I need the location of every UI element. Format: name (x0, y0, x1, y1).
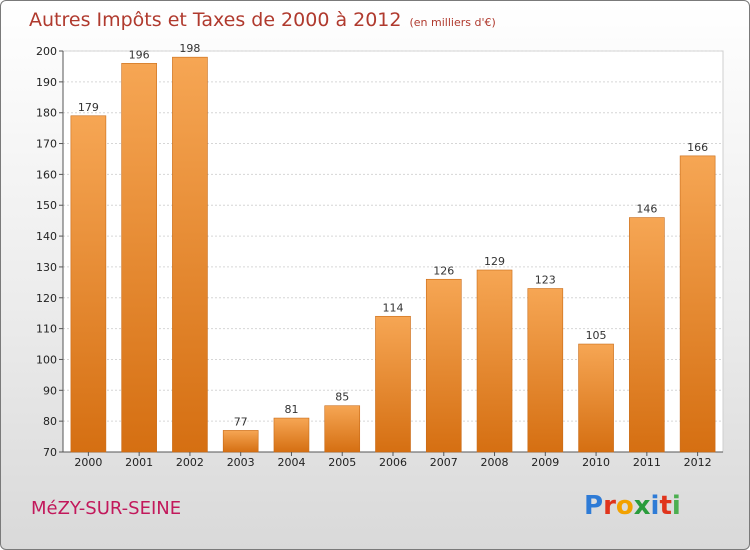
bar (629, 217, 665, 453)
x-tick-label: 2005 (328, 456, 356, 469)
bar-value-label: 77 (234, 415, 248, 428)
logo-letter: t (659, 491, 672, 521)
y-tick-label: 150 (36, 199, 57, 212)
y-tick-label: 70 (43, 446, 57, 459)
bar-value-label: 114 (383, 301, 404, 314)
bar-value-label: 146 (636, 203, 657, 216)
y-tick-label: 110 (36, 323, 57, 336)
x-tick-label: 2008 (481, 456, 509, 469)
chart-subtitle: (en milliers d'€) (409, 16, 496, 29)
logo-letter: r (603, 491, 616, 521)
y-tick-label: 80 (43, 415, 57, 428)
bar-value-label: 179 (78, 101, 99, 114)
x-tick-label: 2000 (74, 456, 102, 469)
y-tick-label: 100 (36, 353, 57, 366)
x-tick-label: 2001 (125, 456, 153, 469)
bar (172, 56, 208, 453)
bar-value-label: 198 (179, 42, 200, 55)
y-tick-label: 90 (43, 384, 57, 397)
x-tick-label: 2007 (430, 456, 458, 469)
logo-letter: o (615, 491, 634, 521)
bar-value-label: 126 (433, 264, 454, 277)
bar (425, 278, 462, 453)
title-text: Autres Impôts et Taxes de 2000 à 2012 (29, 9, 402, 31)
x-tick-label: 2010 (582, 456, 610, 469)
bar (121, 63, 157, 453)
bar (578, 343, 614, 453)
bar-value-label: 105 (586, 329, 607, 342)
bar-value-label: 85 (335, 391, 349, 404)
y-tick-label: 180 (36, 107, 57, 120)
x-tick-label: 2004 (277, 456, 305, 469)
y-tick-label: 190 (36, 76, 57, 89)
x-tick-label: 2011 (633, 456, 661, 469)
x-tick-label: 2003 (227, 456, 255, 469)
bar (527, 288, 564, 453)
y-tick-label: 200 (36, 45, 57, 58)
logo-letter: P (584, 491, 604, 521)
bar (375, 315, 411, 453)
logo-letter: i (671, 491, 681, 521)
y-tick-label: 130 (36, 261, 57, 274)
y-tick-label: 120 (36, 292, 57, 305)
x-tick-label: 2006 (379, 456, 407, 469)
bar (476, 269, 513, 453)
logo-letter: i (650, 491, 660, 521)
bar (70, 115, 107, 453)
logo-letter: x (633, 491, 651, 521)
bar-value-label: 129 (484, 255, 505, 268)
bar-value-label: 166 (687, 141, 708, 154)
commune-name: MéZY-SUR-SEINE (31, 498, 182, 519)
x-tick-label: 2002 (176, 456, 204, 469)
bar-value-label: 81 (284, 403, 298, 416)
y-tick-label: 170 (36, 138, 57, 151)
x-tick-label: 2009 (531, 456, 559, 469)
bar (679, 155, 716, 453)
bar (273, 417, 310, 453)
bar (324, 405, 361, 453)
bar-value-label: 196 (129, 48, 150, 61)
y-tick-label: 140 (36, 230, 57, 243)
bar-value-label: 123 (535, 274, 556, 287)
x-tick-label: 2012 (684, 456, 712, 469)
chart-title: Autres Impôts et Taxes de 2000 à 2012 (en… (29, 9, 496, 31)
bar (222, 430, 259, 453)
proxiti-logo: Proxiti (584, 491, 681, 521)
y-tick-label: 160 (36, 168, 57, 181)
